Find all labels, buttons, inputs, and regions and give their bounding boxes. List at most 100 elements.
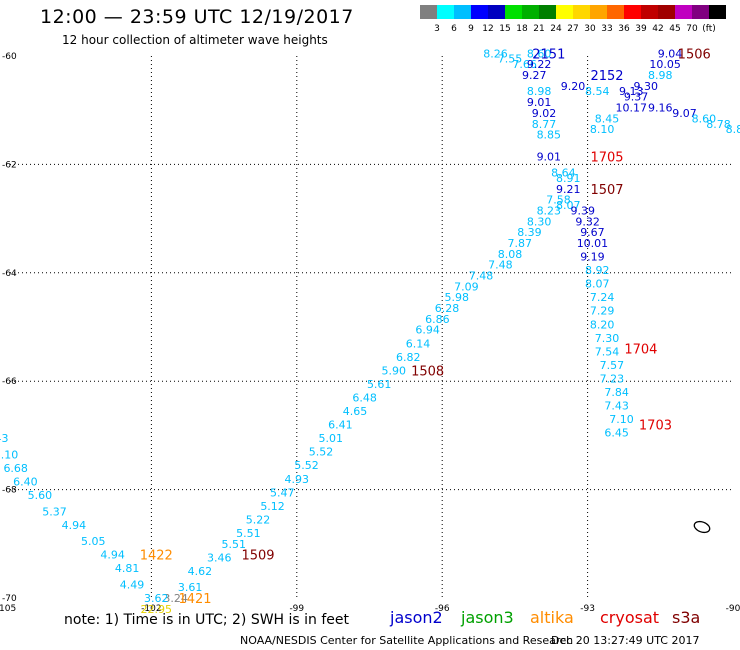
swh-value: 7.48 [469,270,494,283]
swh-value: 6.14 [406,337,431,350]
page-subtitle: 12 hour collection of altimeter wave hei… [62,33,328,47]
swh-value: 7.23 [600,372,625,385]
swh-value: 8.60 [692,112,717,125]
x-tick-label: -99 [289,604,304,614]
grid [6,56,733,598]
swh-value: 7.84 [604,386,629,399]
scale-tick: 30 [584,24,596,34]
swh-value: 7.29 [590,305,615,318]
swh-value: 6.41 [328,419,353,432]
swh-value: 8.77 [532,118,557,131]
swh-value: 5.47 [270,486,295,499]
time-label: 1704 [624,343,657,358]
swh-value: 10.05 [649,58,681,71]
swh-value: 4.81 [115,562,140,575]
swh-value: 5.98 [444,291,469,304]
swh-value: 9.20 [561,80,586,93]
swh-value: 6.10 [0,448,18,461]
scale-tick: 6 [451,24,457,34]
swh-value: 7.66 [512,58,537,71]
swh-value: 9.30 [634,80,659,93]
y-tick-label: -68 [2,486,17,496]
swh-value: 7.09 [454,280,479,293]
swh-value: 8.85 [537,129,562,142]
swh-value: 6.40 [13,475,38,488]
swh-value: 4.49 [120,578,145,591]
scale-tick: 21 [533,24,545,34]
swh-value: 22.95 [140,603,172,616]
scale-swatch [539,5,556,19]
swh-value: 9.01 [537,150,562,163]
scale-tick: 70 [686,24,698,34]
swh-value: 4.65 [343,405,368,418]
swh-value: 3.62 [144,592,169,605]
swh-value: 7.43 [604,400,629,413]
swh-value: 5.22 [246,513,271,526]
swh-value: 9.21 [556,183,581,196]
scale-tick: 9 [468,24,474,34]
scale-tick: 12 [482,24,494,34]
swh-value: 8.23 [537,204,562,217]
swh-value: 10.01 [577,237,609,250]
swh-value: 6.68 [3,462,28,475]
swh-value: 8.60 [527,47,552,60]
scale-swatch [454,5,471,19]
page-title: 12:00 — 23:59 UTC 12/19/2017 [40,6,354,28]
footer-agency: NOAA/NESDIS Center for Satellite Applica… [240,634,574,647]
swh-value: 5.52 [309,446,334,459]
swh-value: 9.07 [672,107,697,120]
swh-value: 5.60 [28,489,53,502]
swh-value: 9.32 [575,215,600,228]
scale-tick: 42 [652,24,664,34]
island-outline [693,520,711,534]
swh-value: 8.07 [556,199,581,212]
swh-value: 6.48 [352,391,377,404]
swh-value: 9.67 [580,226,605,239]
swh-value: 5.51 [222,538,247,551]
scale-swatch [505,5,522,19]
swh-value: 8.92 [585,264,610,277]
x-tick-label: -90 [726,604,740,614]
swh-value: 9.01 [527,96,552,109]
axis-labels: -105 -102 -99 -96 -93 -90 -60 -62 -64 -66 -68 -70 [0,52,740,614]
swh-value: 8.78 [706,118,731,131]
swh-value: 5.05 [81,535,106,548]
swh-value: 9.22 [527,58,552,71]
scale-swatch [709,5,726,19]
scale-tick: (ft) [702,24,716,34]
swh-value: 8.10 [590,123,615,136]
swh-value: 8.98 [648,69,673,82]
satellite-s3a: s3a [672,608,701,627]
swh-value: 4.62 [188,565,213,578]
scale-swatch [641,5,658,19]
scale-tick: 27 [567,24,579,34]
swh-value: 6.94 [415,324,440,337]
scale-tick: 18 [516,24,528,34]
swh-value: 7.10 [609,413,634,426]
swh-value: 6.45 [604,427,629,440]
scale-tick: 24 [550,24,562,34]
swh-value: 9.37 [624,91,649,104]
swh-value: 9.16 [648,101,673,114]
time-label: 1509 [241,549,274,564]
scale-swatch [488,5,505,19]
swh-value: 4.94 [100,549,125,562]
swh-value: 7.57 [600,359,625,372]
swh-value: 7.24 [590,291,615,304]
legend-note: note: 1) Time is in UTC; 2) SWH is in fe… [64,612,350,628]
time-label: 1703 [639,419,672,434]
scale-swatch [556,5,573,19]
swh-value: 5.61 [367,378,392,391]
time-label: 1421 [178,592,211,607]
scale-swatch [624,5,641,19]
swh-value: 6.43 [0,432,9,445]
scale-tick: 36 [618,24,630,34]
swh-value: 8.64 [551,167,576,180]
swh-value: 8.30 [527,215,552,228]
satellite-jason2: jason2 [390,608,443,627]
swh-value: 7.55 [498,53,523,66]
swh-value: 6.82 [396,351,421,364]
satellite-altika: altika [530,608,574,627]
